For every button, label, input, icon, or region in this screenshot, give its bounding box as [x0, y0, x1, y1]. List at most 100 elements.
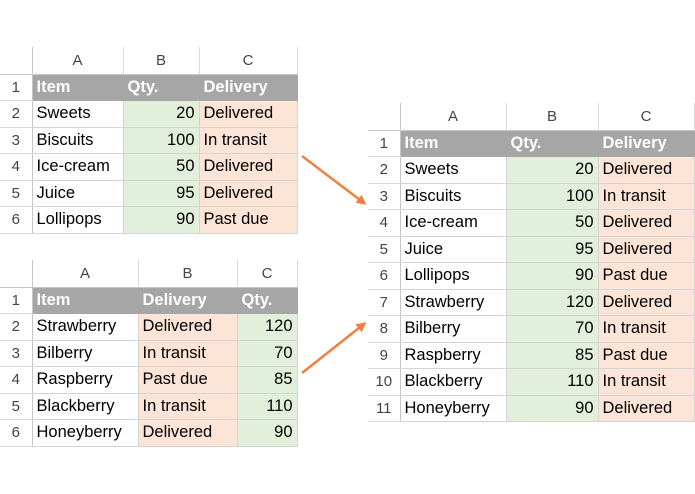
column-header-a[interactable]: A	[32, 47, 124, 75]
row-number[interactable]: 5	[0, 180, 33, 207]
header-delivery[interactable]: Delivery	[137, 286, 238, 314]
item-cell[interactable]: Raspberry	[399, 341, 507, 369]
qty-cell[interactable]: 90	[122, 206, 200, 234]
delivery-cell[interactable]: Delivered	[597, 288, 695, 316]
row-number[interactable]: 5	[368, 236, 401, 263]
row-number[interactable]: 1	[0, 74, 33, 101]
row-number[interactable]: 3	[368, 183, 401, 210]
qty-cell[interactable]: 100	[505, 182, 599, 210]
delivery-cell[interactable]: In transit	[137, 339, 238, 367]
qty-cell[interactable]: 50	[505, 209, 599, 237]
item-cell[interactable]: Lollipops	[31, 206, 124, 234]
delivery-cell[interactable]: In transit	[137, 392, 238, 420]
item-cell[interactable]: Ice-cream	[399, 209, 507, 237]
row-number[interactable]: 6	[0, 419, 33, 447]
qty-cell[interactable]: 20	[122, 100, 200, 128]
delivery-cell[interactable]: Delivered	[198, 100, 298, 128]
delivery-cell[interactable]: In transit	[597, 315, 695, 343]
delivery-cell[interactable]: In transit	[597, 368, 695, 396]
column-header-b[interactable]: B	[506, 103, 599, 131]
row-number[interactable]: 11	[368, 395, 401, 422]
column-header-c[interactable]: C	[199, 47, 298, 75]
qty-cell[interactable]: 85	[236, 366, 298, 394]
qty-cell[interactable]: 90	[505, 394, 599, 422]
item-cell[interactable]: Honeyberry	[31, 419, 139, 447]
item-cell[interactable]: Biscuits	[31, 126, 124, 154]
column-header-c[interactable]: C	[598, 103, 695, 131]
header-qty[interactable]: Qty.	[122, 73, 200, 101]
row-number[interactable]: 6	[368, 262, 401, 290]
row-number[interactable]: 1	[368, 130, 401, 157]
delivery-cell[interactable]: Delivered	[198, 153, 298, 181]
delivery-cell[interactable]: Delivered	[597, 394, 695, 422]
column-header-row: A B C	[368, 103, 695, 131]
row-number[interactable]: 8	[368, 315, 401, 343]
qty-cell[interactable]: 110	[236, 392, 298, 420]
header-item[interactable]: Item	[399, 129, 507, 157]
header-delivery[interactable]: Delivery	[597, 129, 695, 157]
delivery-cell[interactable]: In transit	[198, 126, 298, 154]
item-cell[interactable]: Ice-cream	[31, 153, 124, 181]
row-number[interactable]: 9	[368, 342, 401, 369]
item-cell[interactable]: Blackberry	[31, 392, 139, 420]
row-number[interactable]: 4	[368, 209, 401, 237]
column-header-c[interactable]: C	[237, 260, 298, 288]
row-number[interactable]: 7	[368, 289, 401, 316]
delivery-cell[interactable]: Delivered	[198, 179, 298, 207]
row-number[interactable]: 1	[0, 287, 33, 314]
qty-cell[interactable]: 95	[505, 235, 599, 263]
row-number[interactable]: 2	[368, 156, 401, 184]
row-number[interactable]: 4	[0, 366, 33, 394]
item-cell[interactable]: Lollipops	[399, 262, 507, 290]
row-number[interactable]: 4	[0, 153, 33, 181]
delivery-cell[interactable]: Delivered	[597, 209, 695, 237]
delivery-cell[interactable]: Past due	[597, 262, 695, 290]
item-cell[interactable]: Strawberry	[31, 313, 139, 341]
qty-cell[interactable]: 90	[505, 262, 599, 290]
item-cell[interactable]: Honeyberry	[399, 394, 507, 422]
column-header-b[interactable]: B	[123, 47, 200, 75]
merged-table: A B C 1 Item Qty. Delivery 2 Sweets 20 D…	[368, 103, 695, 422]
delivery-cell[interactable]: Past due	[137, 366, 238, 394]
row-number[interactable]: 5	[0, 393, 33, 420]
delivery-cell[interactable]: Delivered	[597, 156, 695, 184]
qty-cell[interactable]: 95	[122, 179, 200, 207]
delivery-cell[interactable]: Past due	[597, 341, 695, 369]
delivery-cell[interactable]: Delivered	[137, 419, 238, 447]
qty-cell[interactable]: 90	[236, 419, 298, 447]
row-number[interactable]: 6	[0, 206, 33, 234]
header-qty[interactable]: Qty.	[236, 286, 298, 314]
row-number[interactable]: 3	[0, 127, 33, 154]
qty-cell[interactable]: 50	[122, 153, 200, 181]
column-header-row: A B C	[0, 47, 298, 75]
item-cell[interactable]: Juice	[31, 179, 124, 207]
header-delivery[interactable]: Delivery	[198, 73, 298, 101]
table-row: 4 Ice-cream 50 Delivered	[0, 153, 298, 181]
item-cell[interactable]: Biscuits	[399, 182, 507, 210]
delivery-cell[interactable]: In transit	[597, 182, 695, 210]
qty-cell[interactable]: 100	[122, 126, 200, 154]
column-header-b[interactable]: B	[138, 260, 238, 288]
qty-cell[interactable]: 20	[505, 156, 599, 184]
table-row: 3 Bilberry In transit 70	[0, 339, 298, 367]
item-cell[interactable]: Sweets	[399, 156, 507, 184]
item-cell[interactable]: Bilberry	[31, 339, 139, 367]
qty-cell[interactable]: 120	[505, 288, 599, 316]
column-header-a[interactable]: A	[32, 260, 139, 288]
header-item[interactable]: Item	[31, 286, 139, 314]
qty-cell[interactable]: 70	[505, 315, 599, 343]
row-number[interactable]: 2	[0, 313, 33, 341]
item-cell[interactable]: Raspberry	[31, 366, 139, 394]
source-table-2: A B C 1 Item Delivery Qty. 2 Strawberry …	[0, 260, 298, 447]
delivery-cell[interactable]: Past due	[198, 206, 298, 234]
header-item[interactable]: Item	[31, 73, 124, 101]
item-cell[interactable]: Juice	[399, 235, 507, 263]
column-header-a[interactable]: A	[400, 103, 507, 131]
table-row: 6 Lollipops 90 Past due	[368, 262, 695, 290]
header-qty[interactable]: Qty.	[505, 129, 599, 157]
item-cell[interactable]: Strawberry	[399, 288, 507, 316]
item-cell[interactable]: Bilberry	[399, 315, 507, 343]
item-cell[interactable]: Blackberry	[399, 368, 507, 396]
qty-cell[interactable]: 85	[505, 341, 599, 369]
